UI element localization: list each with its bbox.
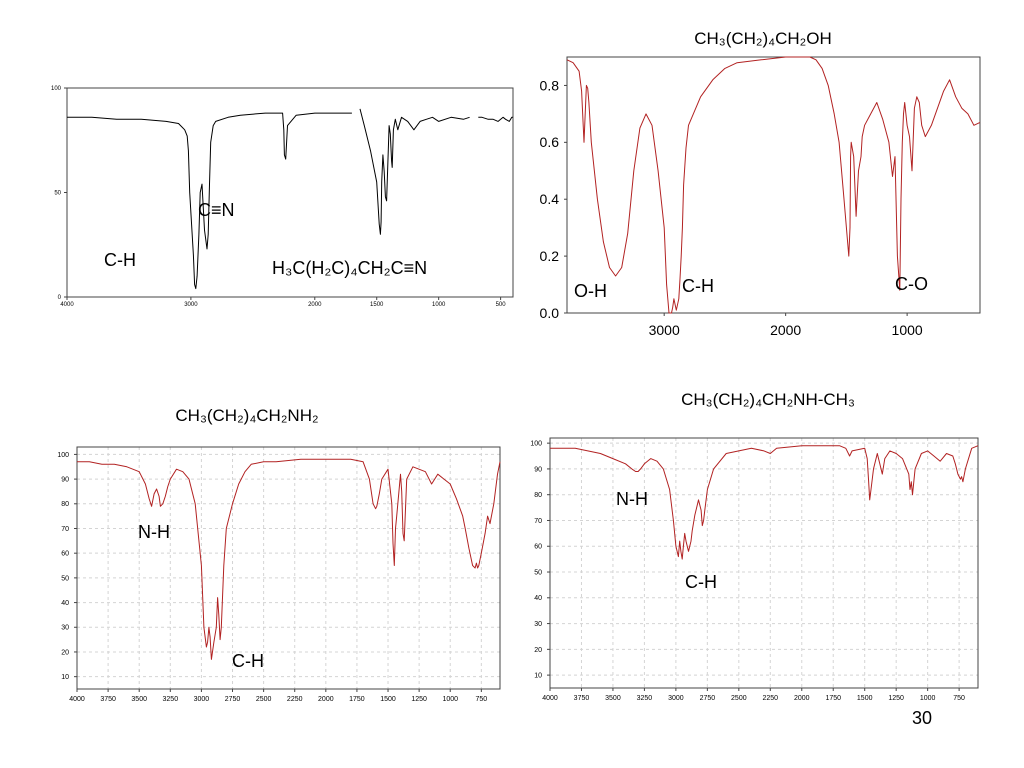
y-tick-label: 0.4: [540, 191, 560, 207]
chart-nitrile-svg: 4000 3000 2000 1500 1000 500100500C-HC≡NH₃C(H…: [51, 86, 514, 308]
y-tick-label: 100: [57, 452, 69, 459]
x-tick-label: 1000: [892, 322, 923, 338]
peak-annotation: C-O: [895, 274, 928, 294]
x-tick-label: 3250: [163, 696, 179, 703]
x-tick-label: 3000: [184, 302, 198, 308]
x-tick-label: 1000: [920, 695, 936, 702]
y-tick-label: 80: [534, 492, 542, 499]
chart-amine-svg: 4000 3750 3500 3250 3000 2750 2500 2250 2000 1750…: [57, 406, 501, 703]
x-tick-label: 2000: [308, 302, 322, 308]
y-tick-label: 100: [51, 86, 62, 92]
spectrum-line: [566, 56, 981, 314]
x-tick-label: 2000: [794, 695, 810, 702]
x-tick-label: 750: [953, 695, 965, 702]
peak-annotation: N-H: [138, 522, 170, 542]
x-tick-label: 1000: [442, 696, 458, 703]
x-tick-label: 3250: [637, 695, 653, 702]
x-tick-label: 500: [496, 302, 507, 308]
x-tick-label: 2000: [770, 322, 801, 338]
x-tick-label: 1250: [411, 696, 427, 703]
y-tick-label: 20: [61, 649, 69, 656]
peak-annotation: C≡N: [198, 200, 235, 220]
x-tick-label: 4000: [60, 302, 74, 308]
x-tick-label: 1000: [432, 302, 446, 308]
y-tick-label: 60: [61, 551, 69, 558]
peak-annotation: H₃C(H₂C)₄CH₂C≡N: [272, 258, 427, 278]
y-tick-label: 80: [61, 501, 69, 508]
y-tick-label: 70: [534, 518, 542, 525]
y-tick-label: 60: [534, 544, 542, 551]
x-tick-label: 4000: [69, 696, 85, 703]
y-tick-label: 0.8: [540, 77, 560, 93]
y-tick-label: 0.0: [540, 305, 560, 321]
chart-title: CH₃(CH₂)₄CH₂OH: [694, 29, 832, 48]
peak-annotation: O-H: [574, 281, 607, 301]
plot-frame: [549, 437, 979, 689]
x-tick-label: 2500: [256, 696, 272, 703]
chart-nitrile: 4000 3000 2000 1500 1000 500 100 50 0 C-H C≡N H₃C(H…: [40, 80, 520, 310]
plot-frame: [566, 56, 981, 314]
peak-annotation: C-H: [682, 276, 714, 296]
x-tick-label: 750: [475, 696, 487, 703]
y-tick-label: 20: [534, 647, 542, 654]
peak-annotation: N-H: [616, 489, 648, 509]
x-tick-label: 3750: [574, 695, 590, 702]
y-tick-label: 90: [61, 477, 69, 484]
x-tick-label: 3500: [131, 696, 147, 703]
spectrum-line: [359, 108, 470, 235]
y-tick-label: 30: [534, 621, 542, 628]
x-tick-label: 3500: [605, 695, 621, 702]
chart-amine: 4000 3750 3500 3250 3000 2750 2500 2250 2000 1750…: [40, 395, 510, 715]
y-tick-label: 0.2: [540, 248, 560, 264]
x-tick-label: 2500: [731, 695, 747, 702]
chart-alcohol-svg: 3000 2000 1000 0.0 0.2 0.4 0.6 0.8 CH₃(CH₂)₄CH₂O…: [540, 29, 981, 338]
x-tick-label: 1750: [349, 696, 365, 703]
y-tick-label: 10: [61, 674, 69, 681]
x-tick-label: 1250: [888, 695, 904, 702]
y-tick-label: 100: [530, 441, 542, 448]
chart-secamine-svg: 4000 3750 3500 3250 3000 2750 2500 2250 2000 1750…: [530, 390, 979, 702]
spectrum-line: [77, 458, 501, 660]
y-tick-label: 40: [534, 595, 542, 602]
y-tick-label: 0.6: [540, 134, 560, 150]
y-tick-label: 10: [534, 673, 542, 680]
y-tick-label: 0: [58, 295, 62, 301]
y-tick-label: 70: [61, 526, 69, 533]
x-tick-label: 2750: [700, 695, 716, 702]
peak-annotation: C-H: [232, 651, 264, 671]
x-tick-label: 3000: [649, 322, 680, 338]
x-tick-label: 1500: [857, 695, 873, 702]
y-tick-label: 90: [534, 466, 542, 473]
y-tick-label: 50: [54, 191, 61, 197]
x-tick-label: 3000: [668, 695, 684, 702]
spectrum-line: [478, 116, 513, 122]
y-tick-label: 50: [61, 575, 69, 582]
x-tick-label: 1750: [825, 695, 841, 702]
chart-title: CH₃(CH₂)₄CH₂NH₂: [175, 406, 318, 425]
peak-annotation: C-H: [685, 572, 717, 592]
x-tick-label: 1500: [370, 302, 384, 308]
x-tick-label: 3750: [100, 696, 116, 703]
plot-frame: [76, 446, 501, 690]
spectrum-line: [550, 445, 979, 560]
x-tick-label: 1500: [380, 696, 396, 703]
chart-alcohol: 3000 2000 1000 0.0 0.2 0.4 0.6 0.8 CH₃(CH₂)₄CH₂O…: [520, 20, 990, 345]
y-tick-label: 30: [61, 625, 69, 632]
y-tick-label: 50: [534, 569, 542, 576]
x-tick-label: 2000: [318, 696, 334, 703]
x-tick-label: 4000: [542, 695, 558, 702]
x-tick-label: 3000: [194, 696, 210, 703]
peak-annotation: C-H: [104, 250, 136, 270]
page-number: 30: [912, 708, 933, 728]
spectrum-line: [67, 112, 352, 290]
chart-secamine: 4000 3750 3500 3250 3000 2750 2500 2250 2000 1750…: [520, 380, 990, 710]
chart-title: CH₃(CH₂)₄CH₂NH-CH₃: [681, 390, 855, 409]
x-tick-label: 2250: [763, 695, 779, 702]
x-tick-label: 2250: [287, 696, 303, 703]
x-tick-label: 2750: [225, 696, 241, 703]
y-tick-label: 40: [61, 600, 69, 607]
